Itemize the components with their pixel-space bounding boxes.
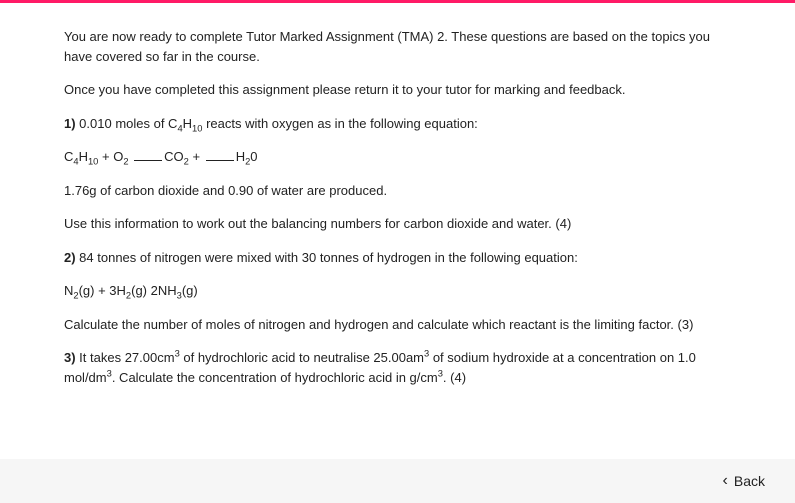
chevron-left-icon: ‹ xyxy=(723,473,728,489)
q3-label: 3) xyxy=(64,350,76,365)
back-button[interactable]: ‹ Back xyxy=(723,473,765,489)
intro-paragraph-2: Once you have completed this assignment … xyxy=(64,80,731,100)
q3-text: 3) It takes 27.00cm3 of hydrochloric aci… xyxy=(64,348,731,387)
q2-equation: N2(g) + 3H2(g) 2NH3(g) xyxy=(64,281,731,301)
q2-lead: 2) 84 tonnes of nitrogen were mixed with… xyxy=(64,248,731,268)
q1-line3: Use this information to work out the bal… xyxy=(64,214,731,234)
footer-bar: ‹ Back xyxy=(0,459,795,503)
q2-label: 2) xyxy=(64,250,76,265)
q1-line2: 1.76g of carbon dioxide and 0.90 of wate… xyxy=(64,181,731,201)
assignment-body: You are now ready to complete Tutor Mark… xyxy=(0,3,795,411)
q2-line2: Calculate the number of moles of nitroge… xyxy=(64,315,731,335)
q1-label: 1) xyxy=(64,116,76,131)
q1-lead: 1) 0.010 moles of C4H10 reacts with oxyg… xyxy=(64,114,731,134)
back-button-label: Back xyxy=(734,473,765,489)
q1-blank-h2o xyxy=(206,149,234,161)
q1-blank-co2 xyxy=(134,149,162,161)
q1-equation: C4H10 + O2 CO2 + H20 xyxy=(64,147,731,167)
intro-paragraph-1: You are now ready to complete Tutor Mark… xyxy=(64,27,731,66)
